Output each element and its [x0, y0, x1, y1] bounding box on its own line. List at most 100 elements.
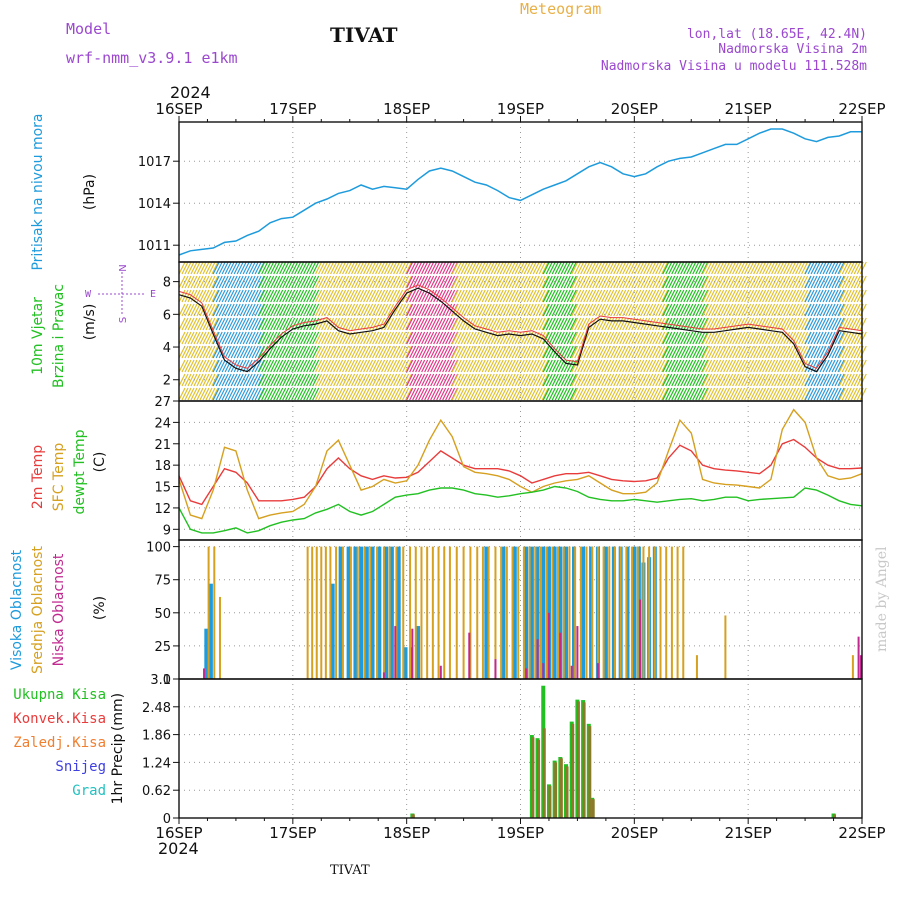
wind-arrow [288, 387, 296, 401]
wind-arrow [701, 317, 709, 331]
wind-arrow [560, 289, 568, 303]
wind-arrow [598, 359, 606, 373]
wind-arrow [625, 359, 633, 373]
wind-arrow [439, 359, 447, 373]
wind-arrow [357, 261, 365, 275]
wind-arrow [478, 261, 486, 275]
mid-cloud-bar [545, 546, 548, 679]
wind-arrow [566, 317, 574, 331]
wind-arrow [390, 289, 398, 303]
wind-arrow [545, 261, 553, 275]
wind-arrow [816, 373, 824, 387]
wind-arrow [714, 373, 722, 387]
mid-cloud-bar [363, 546, 366, 679]
wind-arrow [433, 331, 441, 345]
wind-arrow [502, 345, 510, 359]
wind-arrow [834, 359, 842, 373]
wind-arrow [478, 289, 486, 303]
wind-arrow [613, 289, 621, 303]
wind-arrow [327, 359, 335, 373]
high-cloud-bar [636, 546, 641, 679]
wind-arrow [202, 359, 210, 373]
mid-cloud-bar [568, 546, 571, 679]
wind-arrow [777, 345, 785, 359]
wind-arrow [409, 303, 417, 317]
wind-arrow [532, 359, 540, 373]
wind-arrow [708, 289, 716, 303]
wind-arrow [187, 345, 195, 359]
wind-arrow [813, 373, 821, 387]
wind-arrow [554, 261, 562, 275]
wind-arrow [442, 261, 450, 275]
wind-arrow [487, 289, 495, 303]
wind-arrow [318, 317, 326, 331]
wind-arrow [360, 345, 368, 359]
wind-arrow [801, 331, 809, 345]
wind-arrow [264, 317, 272, 331]
wind-arrow [577, 317, 585, 331]
wind-arrow [276, 289, 284, 303]
wind-arrow [610, 345, 618, 359]
wind-arrow [393, 373, 401, 387]
wind-arrow [511, 345, 519, 359]
wind-arrow [457, 317, 465, 331]
wind-arrow [762, 303, 770, 317]
wind-arrow [859, 373, 867, 387]
wind-arrow [312, 303, 320, 317]
wind-arrow [484, 359, 492, 373]
wind-arrow [360, 275, 368, 289]
wind-arrow [604, 373, 612, 387]
wind-arrow [560, 303, 568, 317]
wind-arrow [580, 317, 588, 331]
wind-arrow [708, 261, 716, 275]
mid-cloud-bar [851, 655, 854, 679]
wind-arrow [683, 261, 691, 275]
wind-arrow [251, 359, 259, 373]
wind-arrow [493, 261, 501, 275]
wind-arrow [181, 387, 189, 401]
wind-arrow [230, 331, 238, 345]
wind-arrow [649, 359, 657, 373]
wind-arrow [427, 359, 435, 373]
wind-arrow [472, 387, 480, 401]
wind-arrow [196, 387, 204, 401]
mid-cloud-bar [608, 546, 611, 679]
wind-arrow [339, 261, 347, 275]
x-tick-label-top: 20SEP [611, 100, 658, 118]
wind-arrow [227, 331, 235, 345]
wind-arrow [415, 261, 423, 275]
wind-arrow [211, 359, 219, 373]
wind-arrow [472, 331, 480, 345]
wind-arrow [548, 331, 556, 345]
wind-arrow [756, 331, 764, 345]
wind-arrow [741, 261, 749, 275]
wind-arrow [196, 261, 204, 275]
wind-arrow [708, 275, 716, 289]
wind-arrow [291, 387, 299, 401]
wind-arrow [768, 345, 776, 359]
wind-arrow [554, 303, 562, 317]
wind-arrow [658, 387, 666, 401]
mid-cloud-bar [213, 546, 216, 679]
wind-arrow [448, 261, 456, 275]
wind-arrow [427, 373, 435, 387]
wind-arrow [566, 387, 574, 401]
wind-arrow [224, 303, 232, 317]
conv-precip-bar [548, 785, 552, 818]
wind-arrow [327, 275, 335, 289]
wind-arrow [792, 289, 800, 303]
wind-arrow [563, 275, 571, 289]
wind-arrow [526, 275, 534, 289]
wind-arrow [421, 331, 429, 345]
wind-arrow [610, 303, 618, 317]
wind-arrow [798, 359, 806, 373]
wind-arrow [662, 261, 670, 275]
wind-arrow [251, 275, 259, 289]
wind-arrow [535, 261, 543, 275]
wind-arrow [297, 331, 305, 345]
wind-arrow [502, 275, 510, 289]
wind-arrow [375, 317, 383, 331]
high-cloud-bar [338, 546, 343, 679]
wind-arrow [208, 331, 216, 345]
wind-arrow [551, 275, 559, 289]
